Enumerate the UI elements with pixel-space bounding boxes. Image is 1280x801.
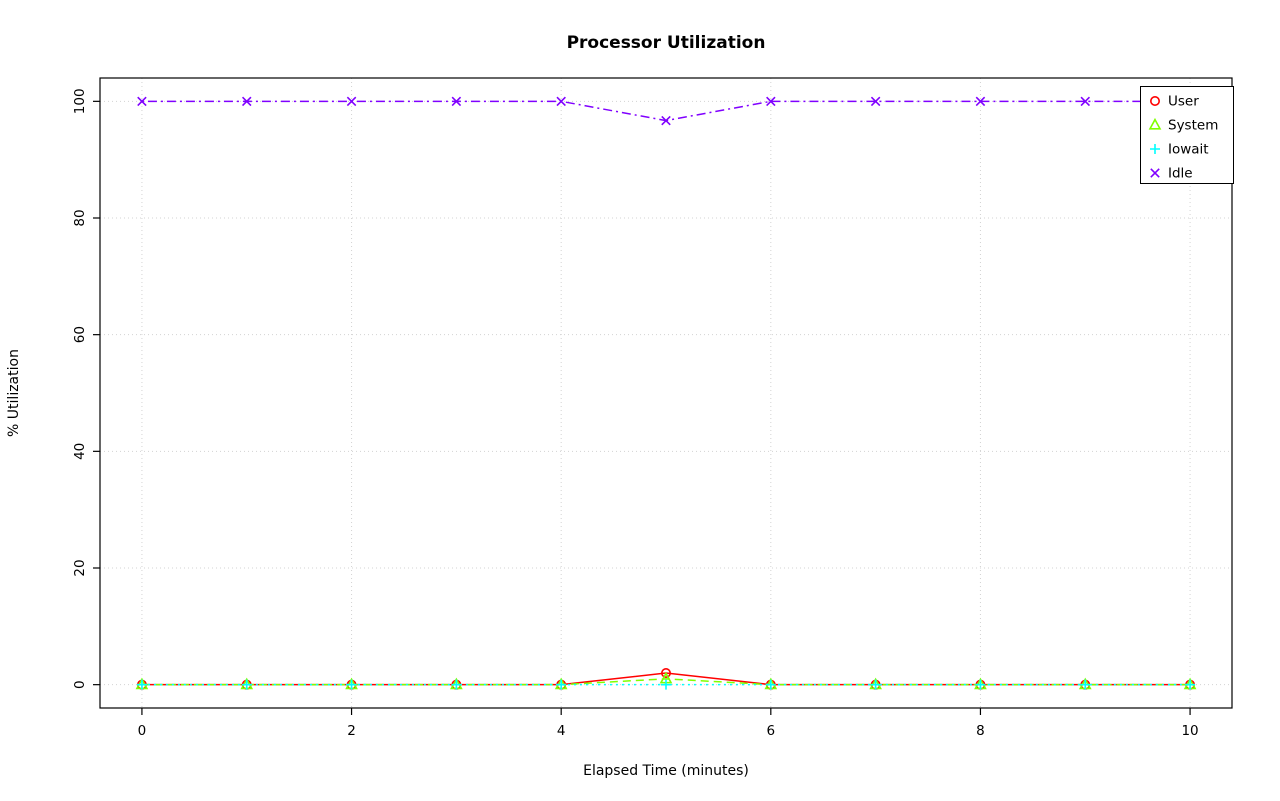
series-line-idle [141,100,1191,122]
legend-label-user: User [1168,94,1199,110]
marker-iowait [870,679,881,690]
x-tick-label: 4 [557,723,566,739]
y-tick-label: 100 [72,88,88,114]
legend-x-icon [1150,168,1160,178]
marker-idle [451,96,462,107]
y-axis-label: % Utilization [6,349,22,437]
marker-iowait [765,679,776,690]
marker-iowait [451,679,462,690]
x-tick-label: 0 [138,723,147,739]
marker-iowait [1185,679,1196,690]
legend-label-idle: Idle [1168,166,1193,182]
marker-iowait [556,679,567,690]
chart-title: Processor Utilization [566,33,766,53]
x-tick-label: 6 [767,723,776,739]
legend-triangle-icon [1148,117,1162,130]
x-tick-label: 2 [347,723,356,739]
marker-iowait [661,679,671,690]
marker-iowait [1080,679,1091,690]
marker-iowait [136,679,147,690]
marker-idle [137,96,147,107]
marker-idle [661,115,671,126]
legend-plus-icon [1150,144,1160,154]
marker-iowait [975,679,986,690]
y-tick-label: 80 [72,209,88,226]
marker-idle [870,96,881,107]
y-tick-label: 0 [72,680,88,689]
marker-idle [346,96,357,107]
plot-frame [99,77,1233,709]
marker-idle [1080,96,1091,107]
y-tick-label: 60 [72,326,88,343]
legend-label-iowait: Iowait [1168,142,1209,158]
marker-idle [975,96,986,107]
marker-idle [241,96,252,107]
x-axis-label: Elapsed Time (minutes) [583,763,749,779]
marker-iowait [241,679,252,690]
x-tick-label: 10 [1181,723,1198,739]
marker-iowait [346,679,357,690]
marker-idle [766,96,776,107]
legend-circle-icon [1150,96,1161,107]
legend-box [1140,86,1234,184]
marker-user [660,667,671,678]
y-tick-label: 40 [72,443,88,460]
x-tick-label: 8 [976,723,985,739]
y-tick-label: 20 [72,559,88,576]
legend-label-system: System [1168,118,1218,134]
marker-idle [556,96,566,107]
